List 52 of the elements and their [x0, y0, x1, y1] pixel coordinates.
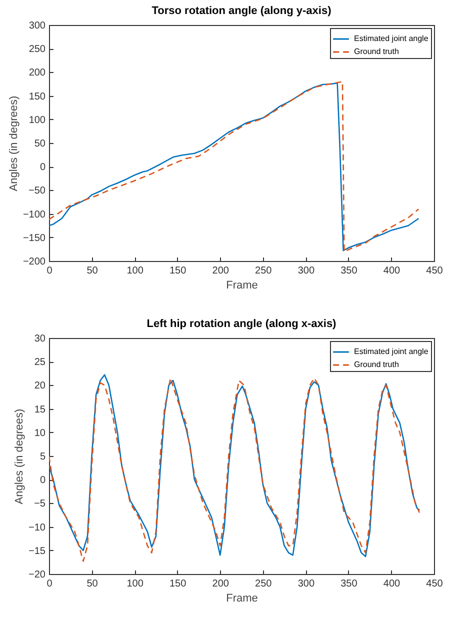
- x-tick-label: 0: [46, 266, 53, 276]
- y-tick-label: −200: [22, 256, 46, 268]
- x-axis-title: Frame: [226, 280, 258, 292]
- x-tick-label: 200: [212, 578, 230, 590]
- chart-title: Torso rotation angle (along y-axis): [152, 5, 332, 17]
- y-tick-label: −10: [28, 522, 46, 534]
- x-tick-label: 300: [298, 266, 315, 276]
- y-tick-label: −20: [28, 570, 46, 580]
- y-tick-label: 250: [28, 44, 46, 56]
- x-tick-label: 250: [255, 578, 272, 590]
- legend-label: Estimated joint angle: [354, 34, 429, 43]
- y-axis-title: Angles (in degrees): [14, 408, 26, 504]
- x-tick-label: 150: [169, 578, 187, 590]
- x-tick-label: 50: [86, 578, 98, 590]
- y-tick-label: 150: [28, 91, 46, 102]
- y-tick-label: 10: [34, 428, 46, 439]
- y-tick-label: 5: [40, 452, 46, 462]
- legend-label: Estimated joint angle: [354, 347, 429, 356]
- y-tick-label: 30: [34, 334, 46, 344]
- y-tick-label: 25: [34, 357, 46, 368]
- y-tick-label: 20: [34, 380, 46, 392]
- x-tick-label: 50: [86, 266, 98, 276]
- x-tick-label: 350: [340, 578, 358, 590]
- y-tick-label: 50: [34, 138, 46, 150]
- y-tick-label: 300: [28, 20, 46, 32]
- legend-label: Ground truth: [354, 47, 399, 56]
- y-tick-label: −150: [22, 232, 46, 244]
- x-tick-label: 450: [426, 578, 444, 590]
- y-axis-title: Angles (in degrees): [8, 96, 20, 192]
- chart-title: Left hip rotation angle (along x-axis): [146, 318, 337, 330]
- y-tick-label: 15: [34, 404, 46, 416]
- x-tick-label: 350: [340, 266, 358, 276]
- x-tick-label: 200: [212, 266, 230, 276]
- x-tick-label: 100: [126, 266, 144, 276]
- y-tick-label: 0: [40, 162, 46, 174]
- x-tick-label: 400: [383, 266, 400, 276]
- y-tick-label: 100: [28, 114, 46, 126]
- x-tick-label: 250: [255, 266, 272, 276]
- y-tick-label: −5: [34, 498, 46, 510]
- x-tick-label: 100: [126, 578, 144, 590]
- x-tick-label: 300: [298, 578, 315, 590]
- x-tick-label: 400: [383, 578, 400, 590]
- legend-label: Ground truth: [354, 360, 399, 369]
- y-tick-label: −100: [22, 209, 46, 220]
- x-tick-label: 0: [46, 578, 53, 590]
- x-axis-title: Frame: [226, 592, 258, 604]
- y-tick-label: 200: [28, 68, 46, 79]
- y-tick-label: 0: [40, 475, 46, 486]
- x-tick-label: 450: [426, 266, 444, 276]
- y-tick-label: −50: [28, 186, 46, 197]
- y-tick-label: −15: [28, 546, 46, 557]
- x-tick-label: 150: [169, 266, 187, 276]
